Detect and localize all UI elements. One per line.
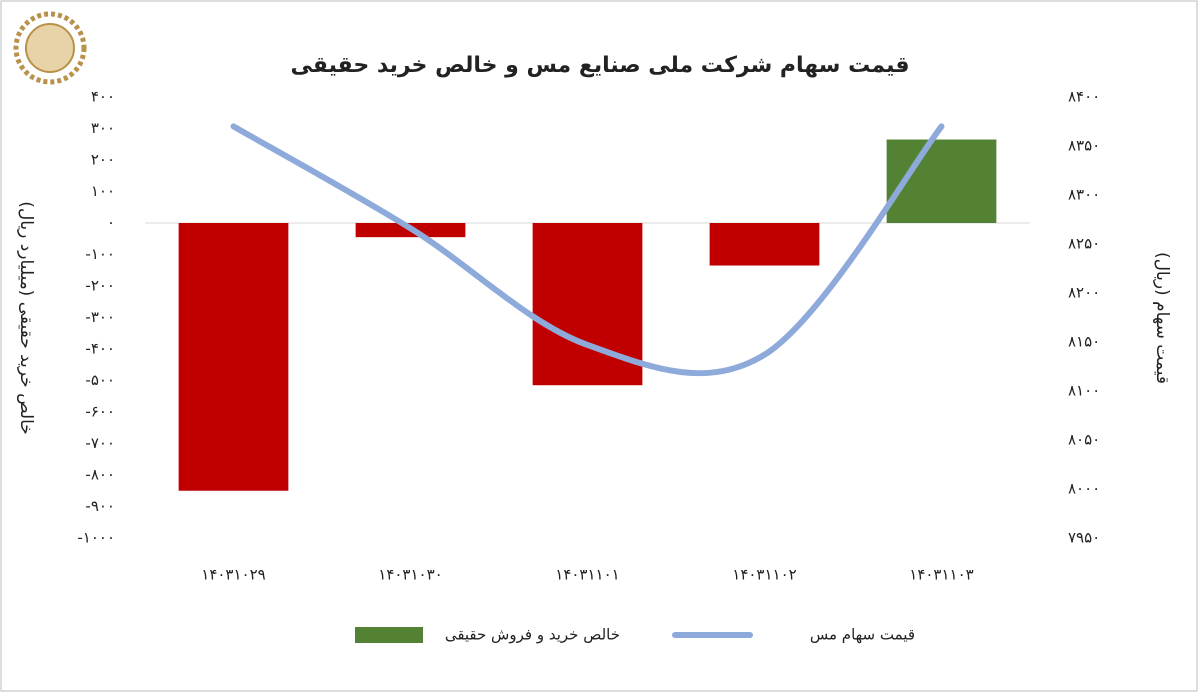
y-tick-label: ۱۰۰	[91, 182, 115, 200]
x-tick-label: ۱۴۰۳۱۱۰۱	[555, 566, 619, 584]
y2-tick-label: ۸۱۰۰	[1068, 382, 1100, 400]
y-tick-label: -۷۰۰	[85, 434, 115, 452]
x-tick-label: ۱۴۰۳۱۰۲۹	[201, 566, 265, 584]
y-tick-label: ۲۰۰	[91, 151, 115, 169]
y-tick-label: -۸۰۰	[85, 466, 115, 484]
y-tick-label: -۴۰۰	[85, 340, 115, 358]
y-tick-label: -۲۰۰	[85, 277, 115, 295]
y2-tick-label: ۸۴۰۰	[1068, 88, 1100, 106]
y-tick-label: -۱۰۰۰	[77, 529, 115, 547]
y-tick-label: -۶۰۰	[85, 403, 115, 421]
y2-tick-label: ۸۲۵۰	[1068, 235, 1100, 253]
y2-tick-label: ۸۱۵۰	[1068, 333, 1100, 351]
y-tick-label: ۴۰۰	[91, 88, 115, 106]
legend-label: خالص خرید و فروش حقیقی	[445, 626, 620, 644]
y2-tick-label: ۸۰۵۰	[1068, 431, 1100, 449]
y2-tick-label: ۷۹۵۰	[1068, 529, 1100, 547]
y-tick-label: -۵۰۰	[85, 371, 115, 389]
y-tick-label: -۳۰۰	[85, 308, 115, 326]
legend-swatch	[355, 627, 423, 643]
legend-label: قیمت سهام مس	[810, 626, 915, 644]
x-tick-label: ۱۴۰۳۱۱۰۳	[909, 566, 973, 584]
bar	[709, 223, 820, 266]
line	[230, 123, 945, 377]
y-tick-label: ۳۰۰	[91, 119, 115, 137]
y2-axis-title: قیمت سهام (ریال)	[1152, 252, 1172, 384]
y2-tick-label: ۸۳۰۰	[1068, 186, 1100, 204]
x-tick-label: ۱۴۰۳۱۱۰۲	[732, 566, 796, 584]
chart-title: قیمت سهام شرکت ملی صنایع مس و خالص خرید …	[290, 53, 909, 78]
y-axis-title: خالص خرید حقیقی (میلیارد ریال)	[16, 201, 36, 435]
y2-tick-label: ۸۳۵۰	[1068, 137, 1100, 155]
y-tick-label: -۱۰۰	[85, 245, 115, 263]
y2-tick-label: ۸۰۰۰	[1068, 480, 1100, 498]
bar	[178, 223, 289, 491]
x-tick-label: ۱۴۰۳۱۰۳۰	[378, 566, 442, 584]
logo	[13, 11, 87, 85]
y-tick-label: ۰	[107, 214, 115, 232]
y-tick-label: -۹۰۰	[85, 497, 115, 515]
y2-tick-label: ۸۲۰۰	[1068, 284, 1100, 302]
